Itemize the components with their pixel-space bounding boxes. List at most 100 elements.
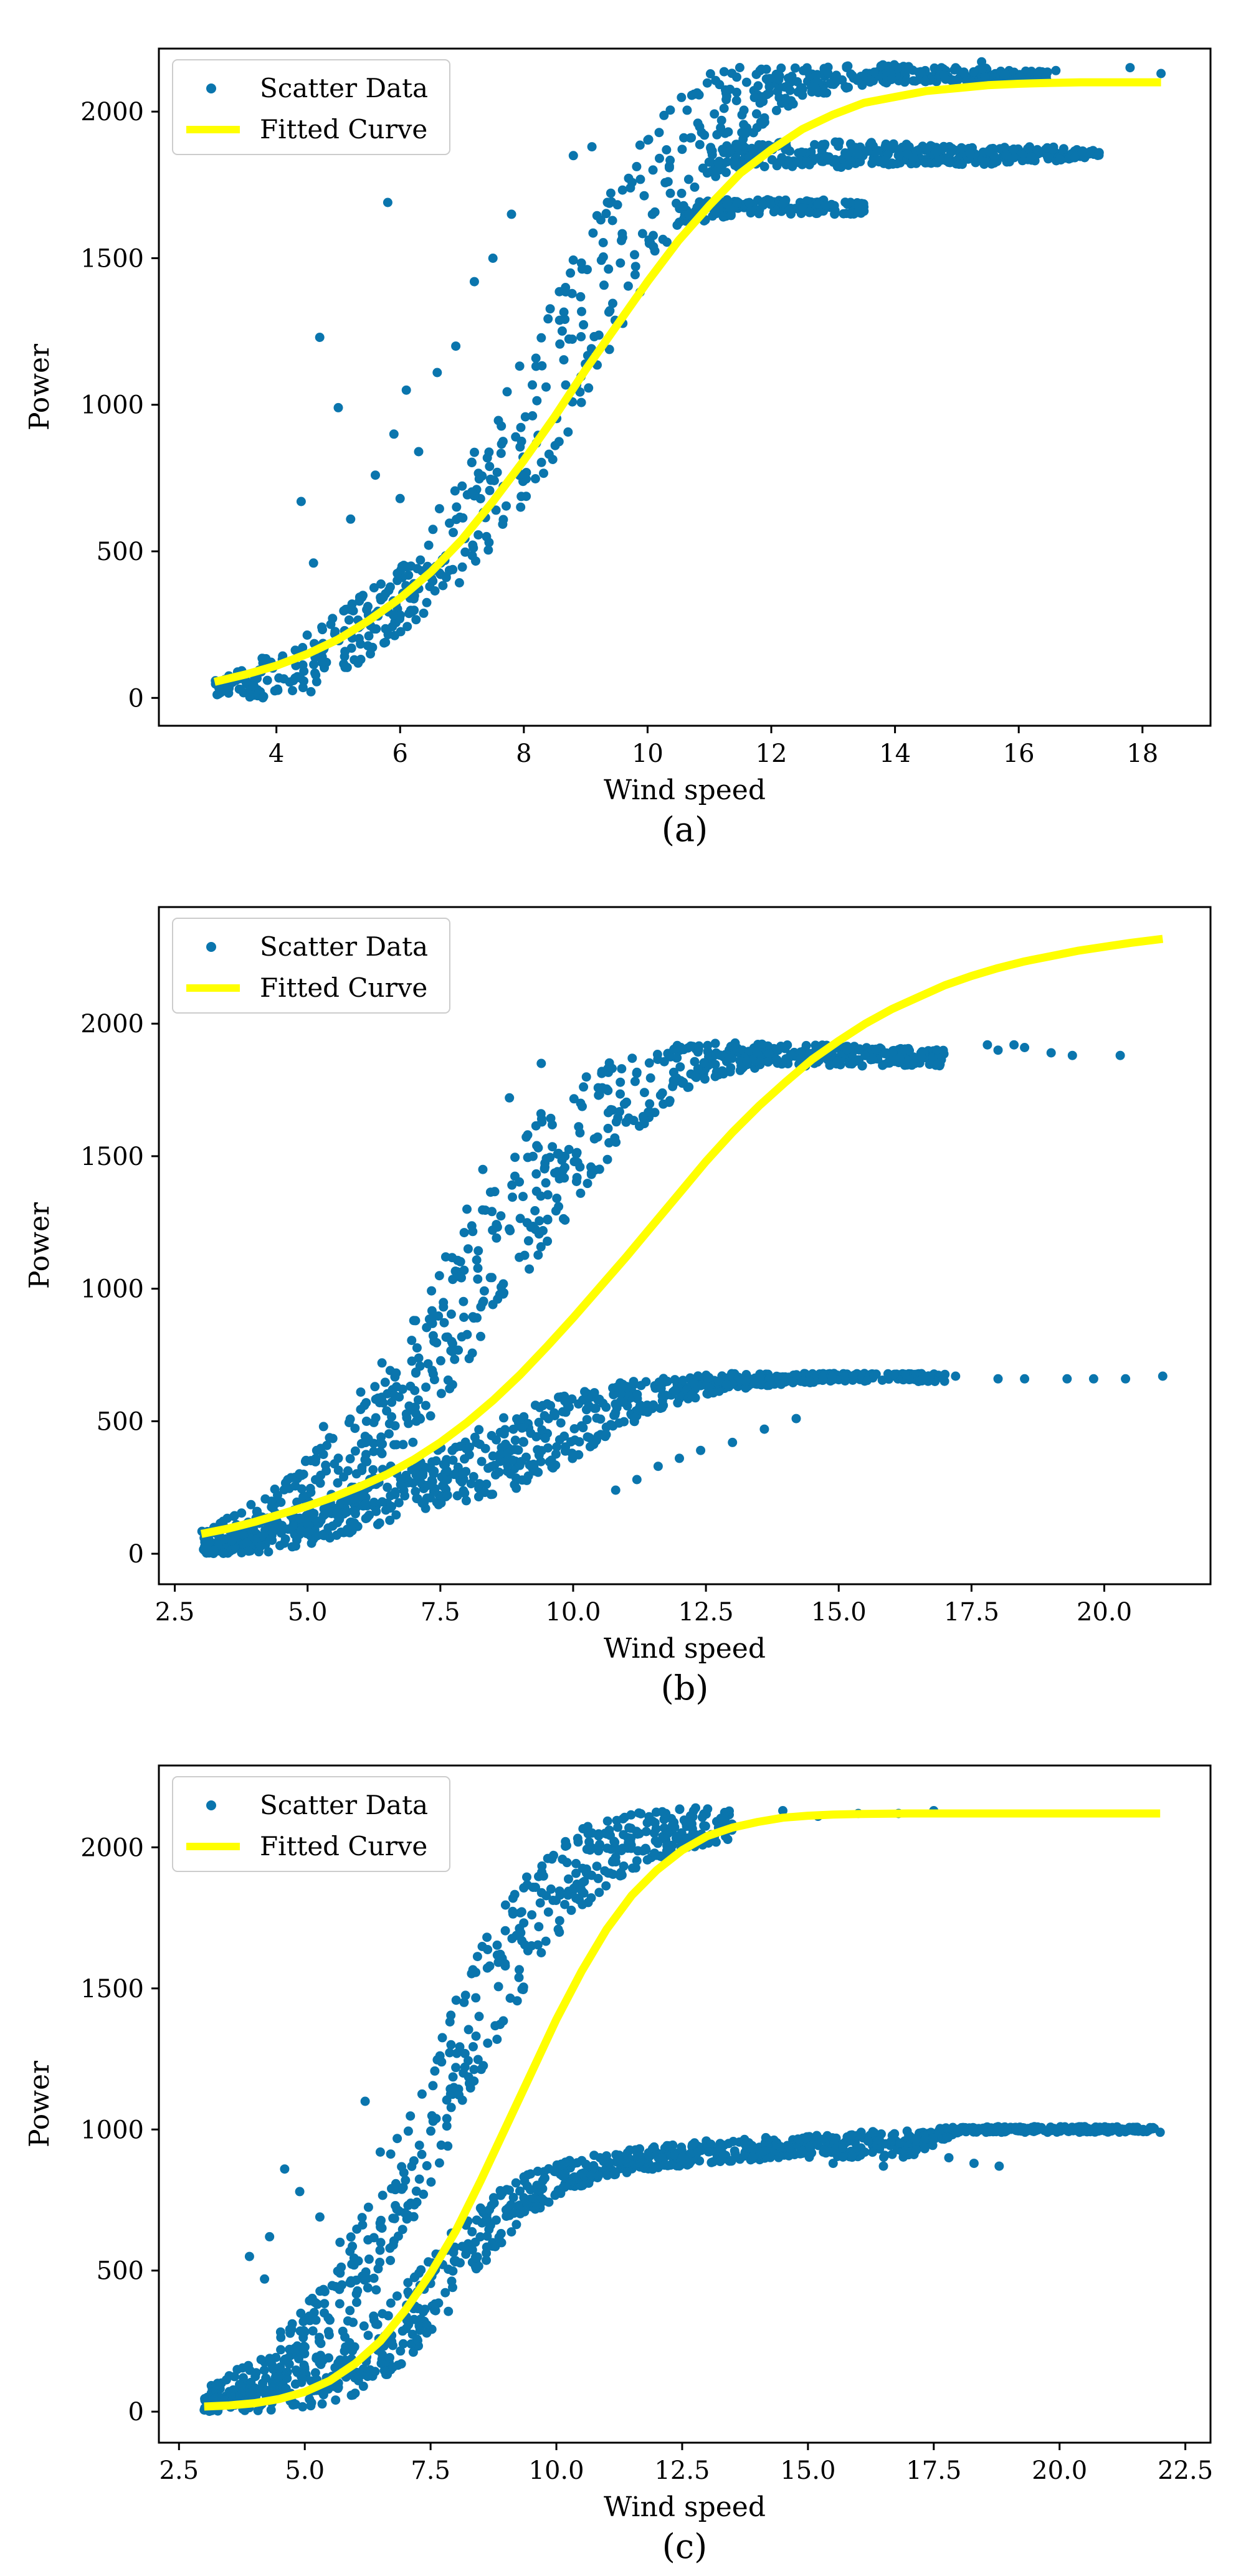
- scatter-point: [653, 1461, 663, 1471]
- scatter-point: [764, 1049, 774, 1059]
- scatter-point: [364, 631, 374, 641]
- scatter-point: [1051, 65, 1061, 75]
- scatter-point: [333, 1518, 342, 1528]
- scatter-point: [516, 502, 526, 512]
- scatter-point: [602, 1154, 612, 1164]
- scatter-point: [273, 1490, 282, 1500]
- scatter-point: [396, 2359, 406, 2369]
- scatter-point: [759, 162, 769, 171]
- scatter-point: [601, 1881, 611, 1891]
- scatter-point: [761, 64, 771, 74]
- scatter-point: [564, 1874, 573, 1884]
- scatter-point: [597, 1067, 607, 1077]
- scatter-point: [562, 1858, 572, 1868]
- scatter-point: [508, 1192, 517, 1202]
- scatter-point: [287, 2324, 297, 2334]
- scatter-point: [382, 1406, 392, 1416]
- scatter-point: [473, 530, 483, 540]
- chart-c: 2.5 5.0 7.5 10.0 12.5 15.0 17.5 20.0 22.5 050010…: [24, 1764, 1213, 2566]
- x-tick-label: 4: [269, 739, 284, 768]
- scatter-point: [353, 2256, 363, 2266]
- scatter-point: [603, 1868, 613, 1878]
- scatter-point: [298, 643, 308, 652]
- scatter-point: [412, 2334, 422, 2344]
- scatter-point: [603, 1123, 613, 1133]
- scatter-point: [518, 1192, 528, 1202]
- scatter-point: [295, 2187, 305, 2197]
- scatter-point: [448, 2283, 457, 2293]
- scatter-point: [499, 1413, 508, 1423]
- scatter-point: [388, 611, 398, 620]
- scatter-point: [602, 2151, 611, 2161]
- scatter-point: [675, 1453, 684, 1463]
- scatter-point: [705, 69, 715, 78]
- scatter-point: [528, 1222, 538, 1231]
- scatter-point: [911, 2134, 921, 2144]
- scatter-point: [869, 1370, 879, 1380]
- scatter-point: [830, 154, 840, 164]
- scatter-point: [735, 1056, 745, 1066]
- scatter-point: [515, 1965, 524, 1975]
- scatter-point: [211, 2380, 221, 2390]
- scatter-point: [451, 2063, 461, 2073]
- scatter-point: [276, 1498, 286, 1507]
- scatter-point: [388, 2362, 398, 2372]
- scatter-point: [825, 1060, 835, 1070]
- y-tick-label: 500: [97, 1407, 144, 1436]
- scatter-point: [361, 1514, 371, 1524]
- scatter-point: [288, 1521, 298, 1531]
- scatter-point: [784, 2151, 794, 2160]
- scatter-point: [469, 1471, 478, 1481]
- y-tick-label: 0: [128, 1540, 144, 1569]
- scatter-point: [842, 1045, 852, 1055]
- scatter-point: [635, 1400, 645, 1410]
- scatter-point: [569, 1424, 579, 1433]
- scatter-point: [630, 250, 639, 260]
- scatter-point: [429, 1486, 439, 1496]
- figure-panel-c: 2.5 5.0 7.5 10.0 12.5 15.0 17.5 20.0 22.5 0 500 10…: [0, 1717, 1251, 2575]
- scatter-point: [361, 2267, 371, 2277]
- scatter-point: [511, 2220, 521, 2230]
- scatter-point: [204, 1538, 214, 1548]
- scatter-point: [409, 594, 419, 604]
- scatter-point: [546, 1400, 556, 1410]
- caption-a: (a): [662, 810, 708, 849]
- scatter-point: [969, 2159, 979, 2169]
- scatter-point: [910, 76, 920, 86]
- fitted-curve-a: [213, 78, 1161, 686]
- scatter-point: [482, 1963, 492, 1973]
- scatter-point: [333, 402, 343, 412]
- scatter-point: [408, 2347, 418, 2357]
- scatter-point: [617, 1064, 627, 1074]
- scatter-point: [1009, 1040, 1019, 1050]
- scatter-point: [391, 2201, 401, 2210]
- scatter-point: [402, 562, 412, 572]
- scatter-point: [594, 330, 604, 340]
- scatter-point: [577, 307, 586, 316]
- scatter-point: [385, 2243, 395, 2253]
- scatter-point: [290, 645, 300, 655]
- scatter-point: [632, 161, 642, 171]
- scatter-point: [727, 69, 737, 78]
- scatter-point: [1001, 151, 1011, 161]
- scatter-point: [637, 229, 647, 239]
- scatter-point: [548, 1463, 558, 1473]
- scatter-point: [609, 2170, 619, 2180]
- scatter-point: [310, 2368, 320, 2378]
- scatter-point: [576, 292, 586, 302]
- scatter-point: [576, 332, 586, 341]
- scatter-point: [450, 2242, 460, 2252]
- scatter-point: [376, 1447, 385, 1457]
- scatter-point: [375, 2147, 385, 2157]
- scatter-point: [802, 196, 812, 206]
- scatter-point: [532, 396, 542, 406]
- scatter-point: [733, 1372, 743, 1382]
- scatter-point: [778, 199, 788, 209]
- scatter-point: [639, 191, 649, 201]
- scatter-point: [495, 1949, 505, 1959]
- scatter-point: [321, 1460, 331, 1470]
- scatter-point: [747, 143, 757, 153]
- scatter-point: [693, 118, 703, 128]
- scatter-point: [761, 2132, 771, 2142]
- scatter-point: [554, 287, 564, 297]
